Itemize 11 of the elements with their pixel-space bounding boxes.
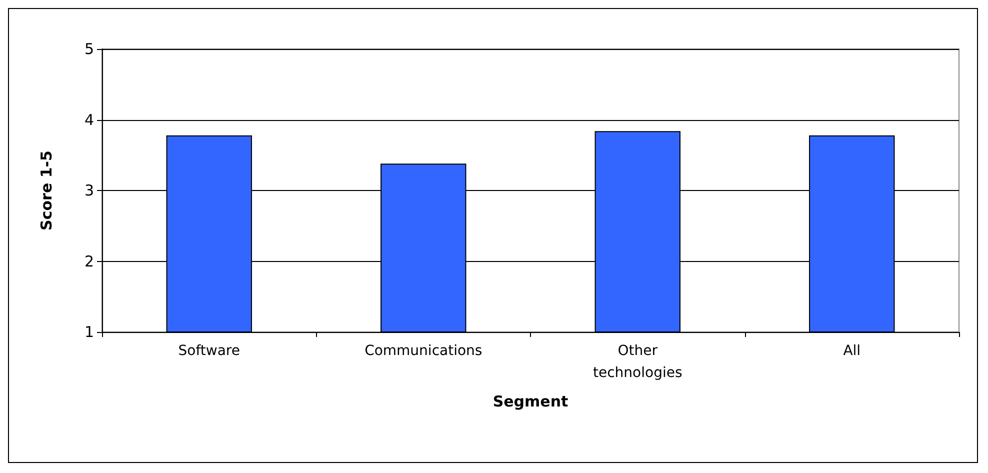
x-tick-label: All bbox=[843, 343, 861, 359]
y-tick-label: 2 bbox=[84, 252, 94, 270]
x-tick-label: Software bbox=[178, 343, 240, 359]
x-tick-label: Communications bbox=[364, 343, 482, 359]
x-axis-title: Segment bbox=[492, 392, 568, 410]
y-tick-label: 5 bbox=[84, 40, 94, 58]
x-tick-label: Other technologies bbox=[593, 343, 682, 381]
y-axis-title: Score 1-5 bbox=[38, 150, 56, 230]
y-tick-label: 3 bbox=[84, 182, 94, 200]
y-tick-label: 1 bbox=[84, 323, 94, 341]
y-tick-label: 4 bbox=[84, 110, 94, 129]
